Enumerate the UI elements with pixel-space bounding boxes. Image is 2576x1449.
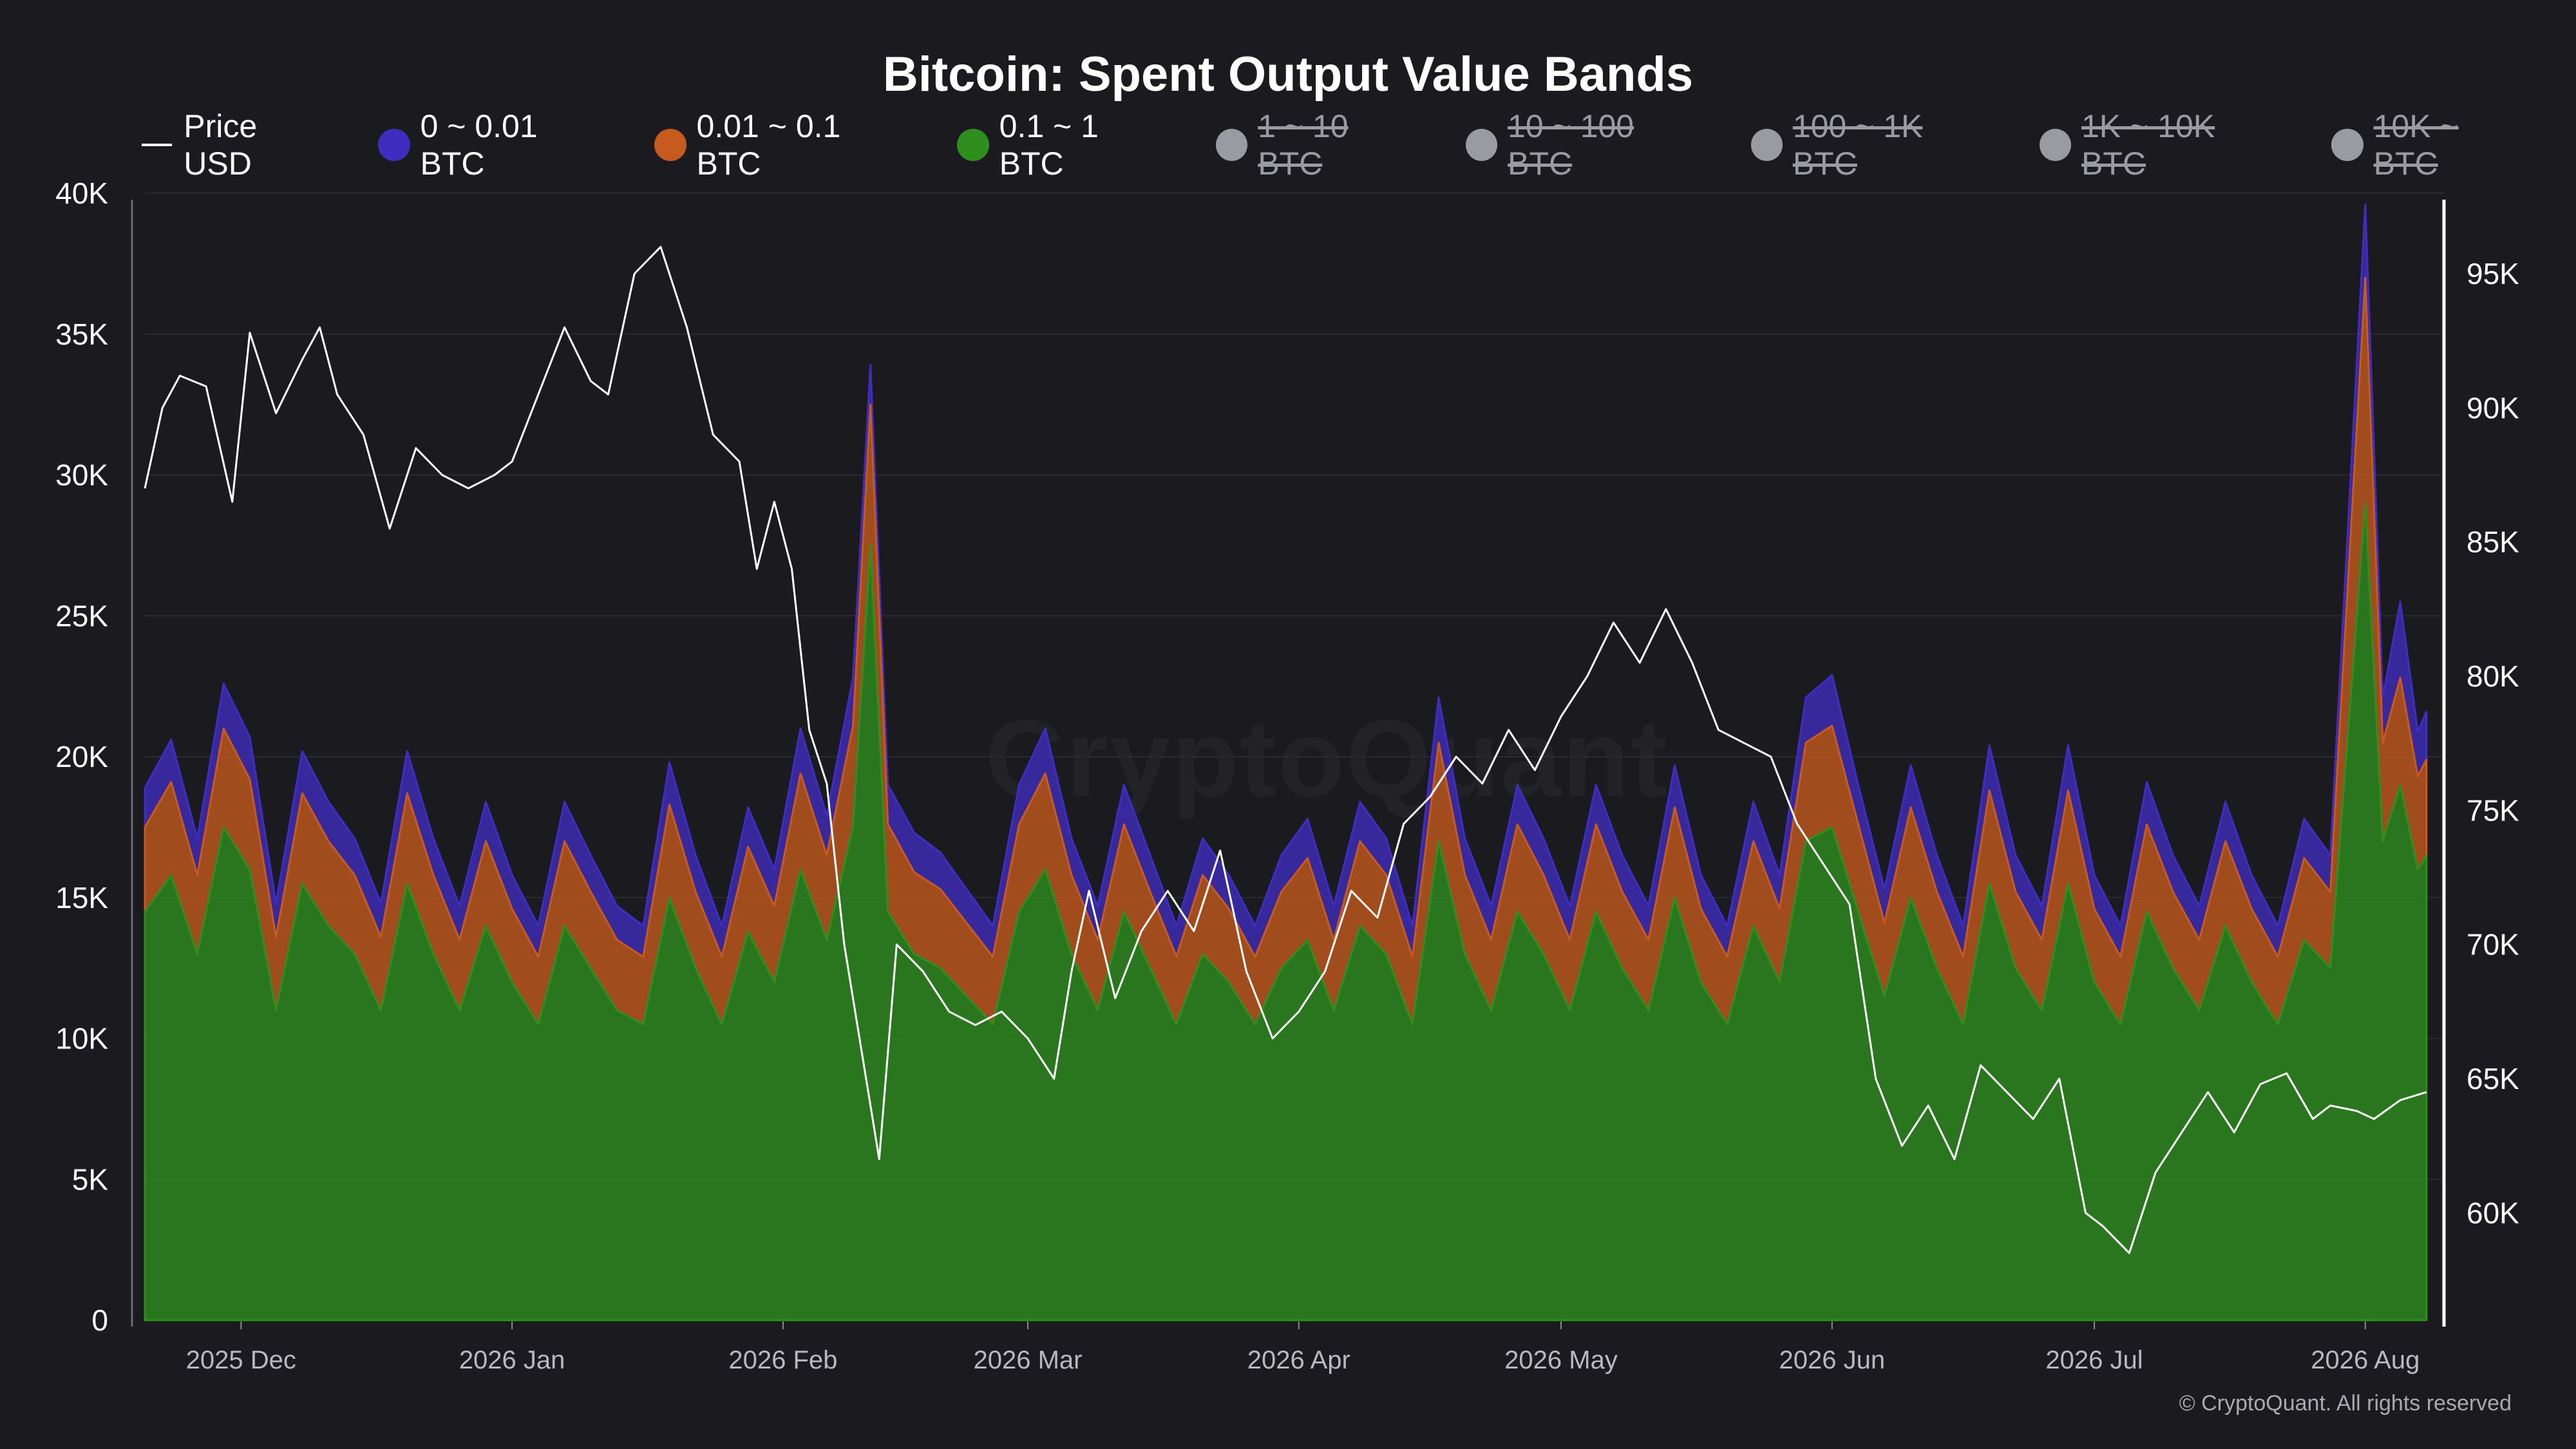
y-right-tick-label: 60K — [2467, 1196, 2519, 1229]
legend-dot-swatch — [2039, 129, 2071, 161]
stacked-areas — [144, 204, 2428, 1321]
chart-title: Bitcoin: Spent Output Value Bands — [882, 47, 1694, 102]
y-left-tick-label: 10K — [55, 1022, 108, 1056]
y-right-tick-label: 85K — [2467, 526, 2519, 559]
series-area-0-01-to-0-1-btc — [144, 276, 2428, 1026]
y-left-tick-label: 5K — [72, 1162, 109, 1196]
price-usd-line — [144, 245, 2427, 1255]
y-left-tick-label: 35K — [55, 317, 108, 351]
copyright-notice: © CryptoQuant. All rights reserved — [2179, 1391, 2512, 1416]
x-tick-label: 2026 Apr — [1247, 1346, 1350, 1374]
legend-dot-swatch — [957, 129, 989, 161]
y-right-tick-label: 80K — [2467, 659, 2519, 693]
chart-legend: Price USD 0 ~ 0.01 BTC 0.01 ~ 0.1 BTC 0.1 ~… — [142, 108, 2576, 182]
legend-dot-swatch — [378, 129, 410, 161]
legend-label: Price USD — [184, 108, 258, 182]
legend-label: 100 ~ 1K BTC — [1792, 108, 1923, 182]
legend-dot-swatch — [1215, 129, 1248, 161]
x-tick-label: 2026 Jul — [2045, 1346, 2143, 1374]
x-tick-label: 2026 Mar — [973, 1346, 1082, 1374]
x-tick-label: 2026 Feb — [728, 1346, 837, 1374]
legend-item[interactable]: 0.1 ~ 1 BTC — [957, 108, 1170, 182]
legend-item[interactable]: 100 ~ 1K BTC — [1750, 108, 1993, 182]
x-tick-label: 2026 May — [1504, 1346, 1618, 1374]
legend-item[interactable]: 10K ~ BTC — [2331, 108, 2530, 182]
x-tick-label: 2026 Jan — [459, 1346, 565, 1374]
grid-lines — [145, 193, 2444, 1180]
legend-dot-swatch — [1465, 129, 1498, 161]
y-left-tick-label: 40K — [55, 176, 108, 210]
y-right-tick-label: 70K — [2467, 928, 2519, 961]
y-right-tick-label: 95K — [2467, 257, 2519, 290]
legend-label: 0 ~ 0.01 BTC — [420, 108, 538, 182]
legend-label: 0.01 ~ 0.1 BTC — [696, 108, 841, 182]
x-tick-label: 2026 Jun — [1779, 1346, 1886, 1374]
legend-label: 1K ~ 10K BTC — [2081, 108, 2215, 182]
y-right-tick-label: 75K — [2467, 793, 2519, 827]
price-line-layer — [144, 245, 2427, 1255]
y-left-tick-label: 15K — [55, 881, 108, 914]
legend-dot-swatch — [1750, 129, 1783, 161]
x-tick-label: 2026 Aug — [2311, 1346, 2420, 1374]
y-right-tick-label: 90K — [2467, 391, 2519, 424]
legend-dot-swatch — [654, 129, 687, 161]
y-left-tick-label: 30K — [55, 459, 108, 492]
legend-label: 10K ~ BTC — [2373, 108, 2459, 182]
legend-item[interactable]: Price USD — [142, 108, 332, 182]
y-right-tick-label: 65K — [2467, 1062, 2519, 1095]
legend-item[interactable]: 0 ~ 0.01 BTC — [378, 108, 608, 182]
x-tick-label: 2025 Dec — [186, 1346, 296, 1374]
legend-item[interactable]: 1 ~ 10 BTC — [1215, 108, 1419, 182]
legend-item[interactable]: 10 ~ 100 BTC — [1465, 108, 1705, 182]
legend-label: 10 ~ 100 BTC — [1508, 108, 1634, 182]
y-left-tick-label: 25K — [55, 599, 108, 632]
y-left-tick-label: 20K — [55, 740, 108, 773]
legend-item[interactable]: 0.01 ~ 0.1 BTC — [654, 108, 911, 182]
axes: 0 5K 10K 15K 20K 25K 30K 35K 40K 60K 65K 70K 75K 80K 8… — [55, 176, 2519, 1374]
legend-dot-swatch — [2331, 129, 2363, 161]
legend-label: 0.1 ~ 1 BTC — [999, 108, 1099, 182]
y-left-tick-label: 0 — [91, 1303, 108, 1337]
legend-label: 1 ~ 10 BTC — [1258, 108, 1349, 182]
legend-item[interactable]: 1K ~ 10K BTC — [2039, 108, 2286, 182]
series-area-0-1-to-1-btc — [144, 502, 2428, 1321]
legend-line-swatch — [142, 144, 173, 146]
